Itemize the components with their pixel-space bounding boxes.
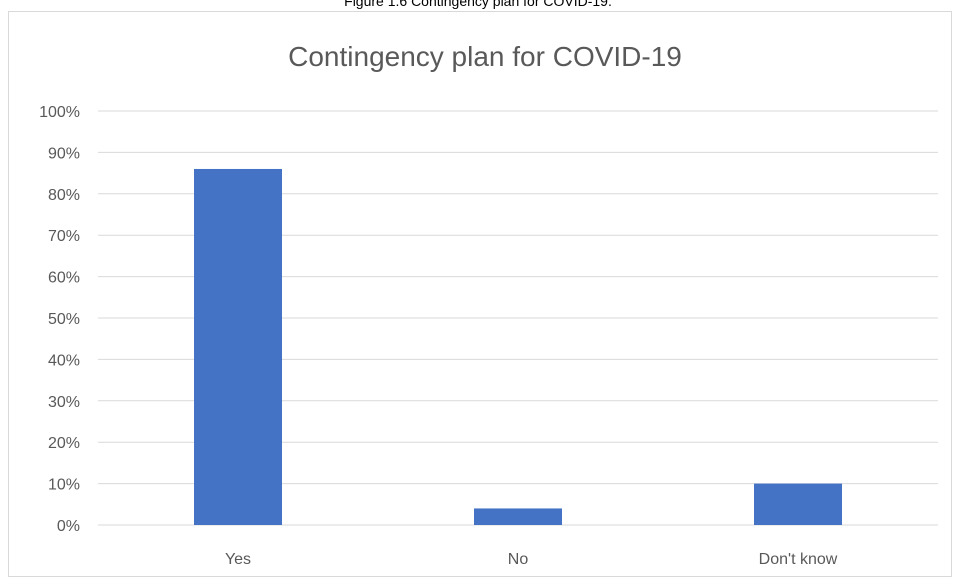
- y-tick-label: 10%: [48, 477, 80, 494]
- y-tick-label: 40%: [48, 352, 80, 369]
- y-tick-label: 0%: [57, 518, 80, 535]
- y-axis-tick-labels: 0% 10% 20% 30% 40% 50% 60% 70% 80% 90% 100%: [39, 104, 80, 535]
- y-tick-label: 80%: [48, 187, 80, 204]
- y-tick-label: 90%: [48, 145, 80, 162]
- bars: [194, 168, 842, 525]
- x-axis-category-labels: Yes No Don't know: [225, 551, 838, 568]
- bar-don-t-know: [754, 483, 842, 525]
- chart-title: Contingency plan for COVID-19: [288, 41, 682, 72]
- y-tick-label: 20%: [48, 435, 80, 452]
- x-category-label: No: [508, 551, 529, 568]
- figure-caption: Figure 1.6 Contingency plan for COVID-19…: [344, 0, 612, 9]
- x-category-label: Yes: [225, 551, 251, 568]
- y-tick-label: 70%: [48, 228, 80, 245]
- y-tick-label: 50%: [48, 311, 80, 328]
- chart-frame: [8, 11, 952, 577]
- x-category-label: Don't know: [759, 551, 838, 568]
- y-tick-label: 60%: [48, 270, 80, 287]
- y-tick-label: 30%: [48, 394, 80, 411]
- bar-no: [474, 508, 562, 525]
- bar-yes: [194, 168, 282, 525]
- y-tick-label: 100%: [39, 104, 80, 121]
